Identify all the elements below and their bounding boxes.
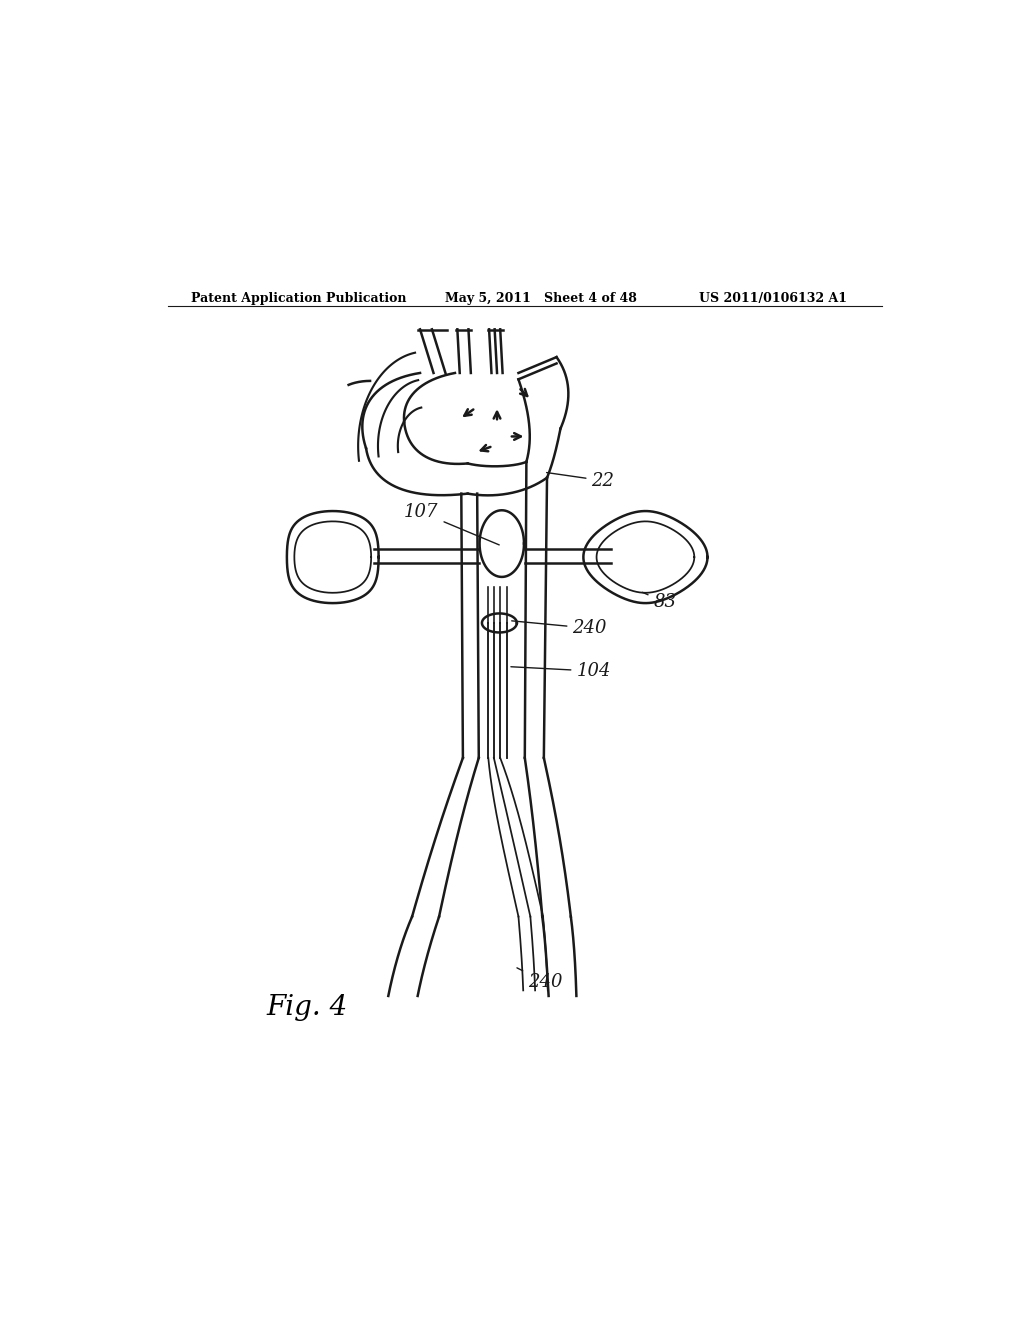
Text: 240: 240 xyxy=(512,619,607,638)
Text: Fig. 4: Fig. 4 xyxy=(267,994,348,1020)
Text: Patent Application Publication: Patent Application Publication xyxy=(191,292,407,305)
Text: 104: 104 xyxy=(511,663,611,680)
Text: 22: 22 xyxy=(547,471,614,490)
Text: May 5, 2011   Sheet 4 of 48: May 5, 2011 Sheet 4 of 48 xyxy=(445,292,637,305)
Text: 240: 240 xyxy=(517,968,562,991)
Text: US 2011/0106132 A1: US 2011/0106132 A1 xyxy=(699,292,848,305)
Text: 107: 107 xyxy=(404,503,500,545)
Text: 83: 83 xyxy=(642,593,677,611)
